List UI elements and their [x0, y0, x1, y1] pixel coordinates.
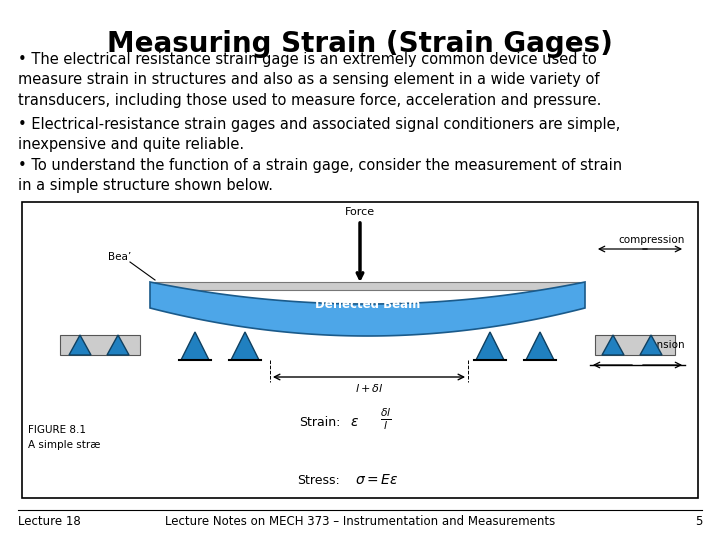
Bar	[155, 282, 580, 290]
Text: • Electrical-resistance strain gages and associated signal conditioners are simp: • Electrical-resistance strain gages and…	[18, 117, 620, 152]
Text: Lecture Notes on MECH 373 – Instrumentation and Measurements: Lecture Notes on MECH 373 – Instrumentat…	[165, 515, 555, 528]
Text: Bea’: Bea’	[108, 252, 131, 262]
Text: compression: compression	[618, 235, 685, 245]
Text: $\sigma = E\varepsilon$: $\sigma = E\varepsilon$	[355, 473, 399, 487]
Text: Strain:: Strain:	[299, 415, 340, 429]
Polygon shape	[526, 332, 554, 360]
Polygon shape	[602, 335, 624, 355]
Polygon shape	[231, 332, 259, 360]
Text: 5: 5	[695, 515, 702, 528]
Text: Stress:: Stress:	[297, 474, 340, 487]
Bar	[595, 335, 675, 355]
Polygon shape	[181, 332, 209, 360]
Text: $\varepsilon$: $\varepsilon$	[350, 415, 359, 429]
Text: Deflected Beam: Deflected Beam	[315, 299, 420, 312]
Text: • To understand the function of a strain gage, consider the measurement of strai: • To understand the function of a strain…	[18, 158, 622, 193]
Polygon shape	[640, 335, 662, 355]
Bar	[22, 202, 698, 498]
Text: • The electrical resistance strain gage is an extremely common device used to
me: • The electrical resistance strain gage …	[18, 52, 601, 108]
Polygon shape	[69, 335, 91, 355]
Text: Lecture 18: Lecture 18	[18, 515, 81, 528]
Polygon shape	[476, 332, 504, 360]
Polygon shape	[150, 282, 585, 336]
Text: $\frac{\delta l}{l}$: $\frac{\delta l}{l}$	[380, 406, 392, 432]
Text: FIGURE 8.1: FIGURE 8.1	[28, 425, 86, 435]
Text: A simple stræ: A simple stræ	[28, 440, 100, 450]
Bar	[60, 335, 140, 355]
Text: Force: Force	[345, 207, 375, 217]
Text: tension: tension	[647, 340, 685, 350]
Text: Measuring Strain (Strain Gages): Measuring Strain (Strain Gages)	[107, 30, 613, 58]
Polygon shape	[107, 335, 129, 355]
Text: $l+\delta l$: $l+\delta l$	[355, 382, 383, 394]
